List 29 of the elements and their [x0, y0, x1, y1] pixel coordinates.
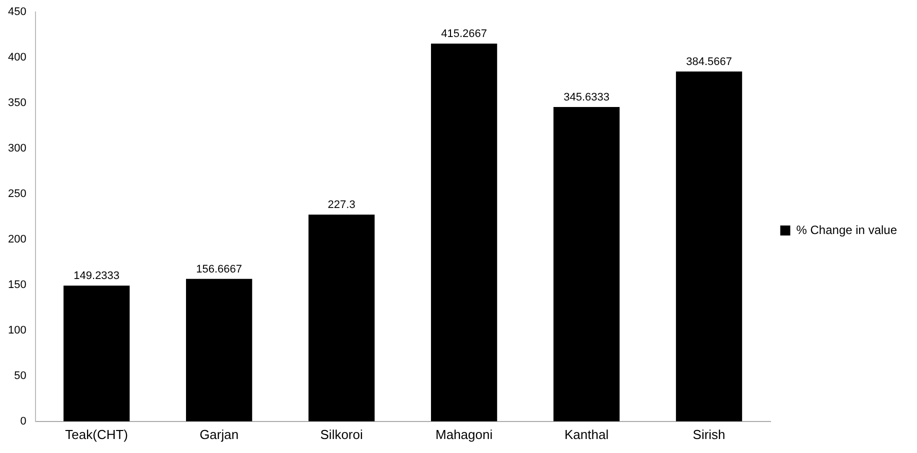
data-label: 345.6333 [564, 91, 610, 104]
data-label: 149.2333 [74, 270, 120, 282]
y-tick-label: 100 [8, 324, 26, 336]
x-tick-label: Kanthal [564, 426, 609, 442]
y-tick-label: 150 [8, 278, 26, 291]
bar [186, 278, 252, 422]
bar [308, 214, 375, 422]
data-label: 415.2667 [441, 28, 487, 40]
y-tick-label: 50 [14, 370, 26, 382]
data-label: 156.6667 [196, 263, 242, 276]
y-tick-label: 300 [8, 142, 26, 154]
data-label: 384.5667 [686, 56, 732, 68]
y-tick-label: 0 [20, 415, 26, 428]
y-tick-label: 200 [8, 233, 26, 246]
x-tick-label: Garjan [200, 426, 239, 442]
x-tick-label: Silkoroi [320, 426, 363, 442]
bar [676, 72, 742, 422]
bar [64, 286, 130, 422]
y-tick-label: 350 [8, 97, 26, 110]
y-tick-label: 400 [8, 52, 26, 64]
legend-label: % Change in value [796, 222, 898, 237]
x-tick-label: Sirish [692, 426, 726, 442]
bar [553, 106, 620, 422]
data-label: 227.3 [328, 199, 356, 212]
y-tick-label: 450 [8, 6, 26, 18]
x-tick-label: Mahagoni [435, 426, 493, 442]
bar [430, 44, 498, 422]
y-tick-label: 250 [8, 188, 26, 200]
x-tick-label: Teak(CHT) [65, 426, 128, 442]
